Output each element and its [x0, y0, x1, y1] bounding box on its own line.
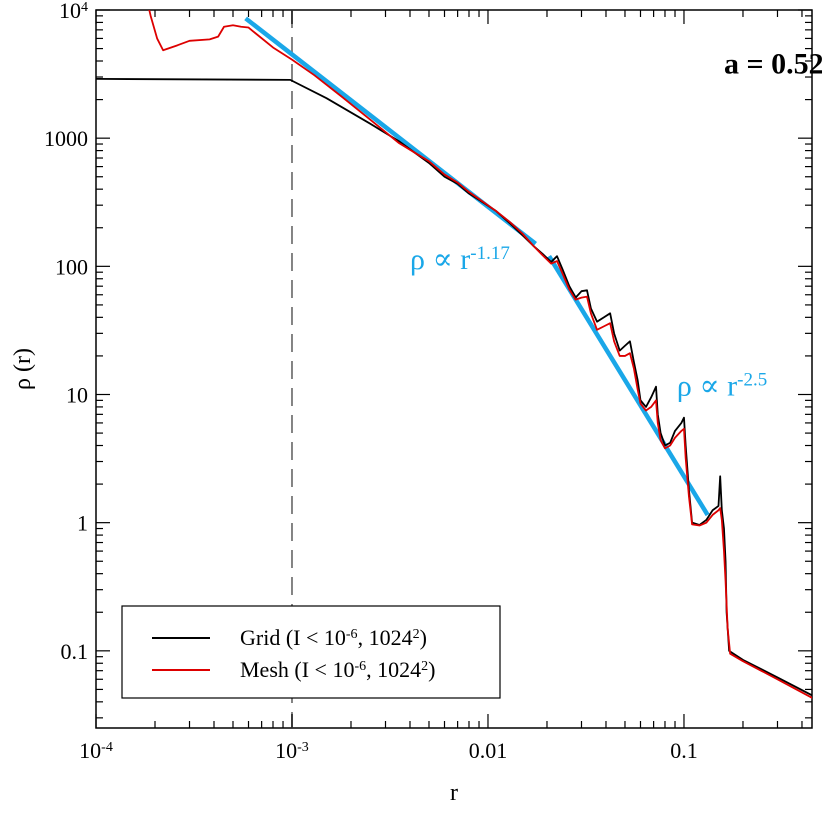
y-tick-label: 1: [77, 511, 88, 536]
y-tick-label: 0.1: [61, 639, 89, 664]
y-tick-label: 104: [59, 0, 88, 23]
legend: Grid (I < 10-6, 10242) Mesh (I < 10-6, 1…: [121, 605, 501, 699]
y-tick-label: 10: [66, 383, 88, 408]
y-axis-ticks: 0.1 1 10 100 1000 104: [44, 0, 812, 719]
x-tick-label: 10-4: [79, 738, 113, 763]
y-tick-label: 1000: [44, 126, 88, 151]
x-tick-label: 0.1: [670, 738, 698, 763]
x-tick-label: 0.01: [469, 738, 508, 763]
x-axis-title: r: [450, 780, 458, 806]
y-tick-label: 100: [55, 254, 88, 279]
annotation-scale: a = 0.52: [724, 47, 822, 80]
legend-box: [121, 605, 501, 699]
legend-entry-mesh: Mesh (I < 10-6, 10242): [240, 657, 435, 682]
series-layer: [96, 10, 812, 699]
x-axis-ticks: 10-4 10-3 0.01 0.1: [79, 10, 803, 763]
annotation-layer: ρ ∝ r-1.17 ρ ∝ r-2.5 a = 0.52: [410, 47, 822, 402]
y-axis-title: ρ (r): [10, 348, 36, 390]
fit-line-2: [244, 16, 538, 246]
series-line-mesh: [148, 10, 812, 699]
plot-frame: [95, 9, 813, 729]
legend-entry-grid: Grid (I < 10-6, 10242): [240, 625, 427, 650]
x-tick-label: 10-3: [275, 738, 309, 763]
annotation-fit2: ρ ∝ r-2.5: [677, 369, 767, 403]
annotation-fit1: ρ ∝ r-1.17: [410, 243, 510, 277]
